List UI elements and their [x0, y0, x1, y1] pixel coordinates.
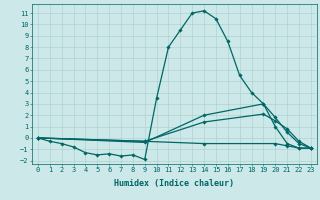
X-axis label: Humidex (Indice chaleur): Humidex (Indice chaleur)	[115, 179, 234, 188]
